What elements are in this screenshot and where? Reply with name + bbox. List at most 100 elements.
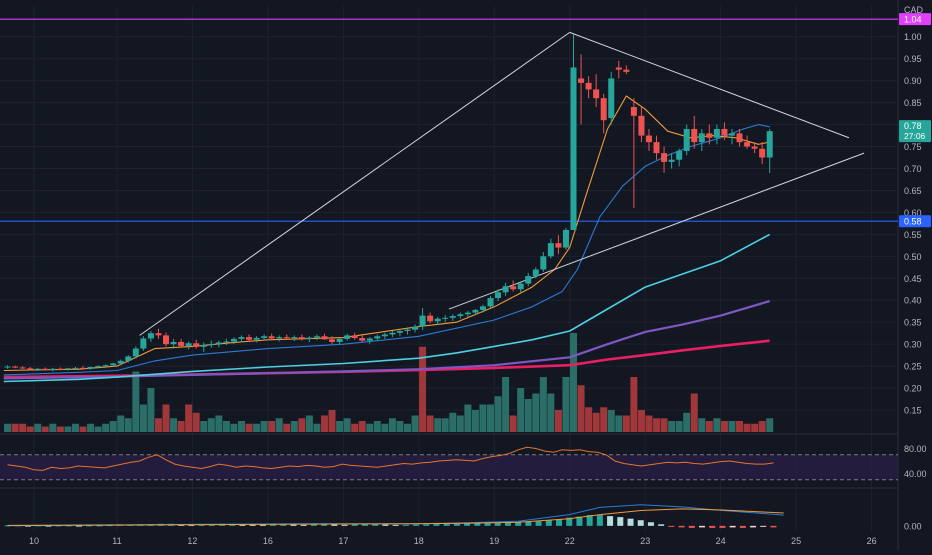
volume-bar xyxy=(713,418,721,432)
candle-body xyxy=(306,337,313,339)
support-tag-bg xyxy=(899,215,931,228)
macd-histogram-bar xyxy=(341,524,348,526)
candle-body xyxy=(155,333,162,336)
candle-body xyxy=(706,133,713,138)
last-price-countdown: 27:06 xyxy=(904,131,926,141)
candle-body xyxy=(208,344,215,346)
candle-body xyxy=(562,229,569,248)
candle-body xyxy=(396,330,403,333)
volume-bar xyxy=(87,423,95,432)
candle-body xyxy=(600,98,607,121)
volume-bar xyxy=(517,388,525,432)
candle-body xyxy=(276,337,283,339)
volume-bar xyxy=(751,423,759,432)
time-tick-label: 26 xyxy=(867,536,877,546)
volume-bar xyxy=(245,423,253,432)
candle-body xyxy=(170,341,177,345)
candle-body xyxy=(230,338,237,342)
candle-body xyxy=(147,333,154,339)
candle-body xyxy=(419,315,426,327)
volume-bar xyxy=(34,423,42,432)
macd-histogram-bar xyxy=(494,522,501,526)
macd-histogram-bar xyxy=(290,524,297,526)
macd-histogram-bar xyxy=(617,517,624,526)
volume-bar xyxy=(237,421,245,432)
macd-histogram-bar xyxy=(351,524,358,526)
candle-body xyxy=(132,348,139,357)
macd-histogram-bar xyxy=(668,525,675,527)
candle-body xyxy=(389,332,396,335)
candle-body xyxy=(110,363,117,366)
candle-body xyxy=(351,335,358,339)
candle-body xyxy=(502,286,509,293)
volume-bar xyxy=(434,418,442,432)
candle-body xyxy=(253,338,260,340)
macd-histogram-bar xyxy=(576,516,583,526)
time-tick-label: 19 xyxy=(489,536,499,546)
candle-body xyxy=(570,67,577,230)
price-tick-label: 0.95 xyxy=(904,54,922,64)
volume-bar xyxy=(64,426,72,432)
macd-pane xyxy=(4,504,784,528)
volume-bar xyxy=(388,418,396,432)
price-tick-label: 0.25 xyxy=(904,362,922,372)
candle-body xyxy=(434,318,441,322)
rsi-tick-label: 40.00 xyxy=(904,469,927,479)
volume-bar xyxy=(94,426,102,432)
candle-body xyxy=(713,128,720,138)
time-tick-label: 11 xyxy=(112,536,121,546)
candle-body xyxy=(540,256,547,270)
volume-bar xyxy=(637,410,645,432)
volume-bar xyxy=(215,415,223,432)
volume-bar xyxy=(449,412,457,432)
macd-histogram-bar xyxy=(658,524,665,526)
volume-bar xyxy=(328,410,336,432)
volume-bar xyxy=(381,423,389,432)
volume-bar xyxy=(607,410,615,432)
macd-histogram-bar xyxy=(688,525,695,528)
candle-body xyxy=(125,356,132,361)
macd-histogram-bar xyxy=(637,520,644,526)
candle-body xyxy=(329,339,336,342)
volume-bar xyxy=(403,423,411,432)
candle-body xyxy=(359,338,366,341)
volume-bar xyxy=(675,421,683,432)
candle-body xyxy=(57,368,64,370)
volume-bar xyxy=(471,410,479,432)
volume-bar xyxy=(728,421,736,432)
candle-body xyxy=(117,360,124,364)
volume-bar xyxy=(207,418,215,432)
volume-bar xyxy=(487,404,495,432)
time-tick-label: 17 xyxy=(338,536,348,546)
macd-histogram-bar xyxy=(76,525,83,527)
macd-histogram-bar xyxy=(24,525,31,527)
volume-bar xyxy=(109,421,117,432)
candle-body xyxy=(72,367,79,369)
volume-bar xyxy=(743,423,751,432)
volume-bar xyxy=(139,404,147,432)
volume-bar xyxy=(185,404,193,432)
volume-bar xyxy=(758,421,766,432)
macd-histogram-bar xyxy=(607,516,614,526)
volume-bar xyxy=(426,415,434,432)
last-price-tag-bg xyxy=(899,120,931,143)
macd-histogram-bar xyxy=(627,518,634,526)
macd-histogram-bar xyxy=(45,525,52,527)
candle-body xyxy=(336,338,343,342)
macd-histogram-bar xyxy=(331,524,338,526)
price-tick-label: 0.75 xyxy=(904,142,922,152)
volume-bar xyxy=(736,421,744,432)
candle-body xyxy=(683,128,690,151)
time-tick-label: 23 xyxy=(640,536,650,546)
volume-bar xyxy=(26,426,34,432)
time-tick-label: 22 xyxy=(565,536,575,546)
ema-mid-line xyxy=(3,124,770,376)
macd-histogram-bar xyxy=(647,522,654,526)
volume-bar xyxy=(230,423,238,432)
signal-line xyxy=(7,508,784,527)
candle-body xyxy=(585,82,592,90)
volume-bar xyxy=(683,412,691,432)
